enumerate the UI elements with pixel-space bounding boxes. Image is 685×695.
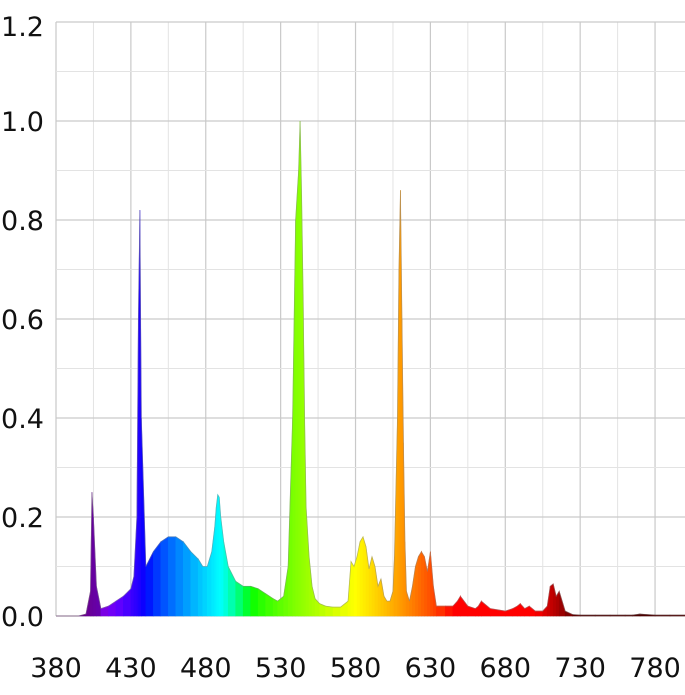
y-tick-label: 0.6 xyxy=(1,305,44,336)
spectrum-segment xyxy=(362,536,367,617)
spectrum-segment xyxy=(272,598,278,617)
spectrum-segment xyxy=(197,558,204,617)
spectrum-segment xyxy=(325,605,334,617)
x-tick-label: 380 xyxy=(30,653,82,684)
x-tick-label: 580 xyxy=(330,653,382,684)
spectrum-segment xyxy=(175,536,184,617)
y-axis-tick-labels: 0.0 0.2 0.4 0.6 0.8 1.0 1.2 xyxy=(1,12,44,633)
x-tick-label: 630 xyxy=(405,653,457,684)
spectrum-segment xyxy=(350,560,355,617)
spectrum-segment xyxy=(332,606,341,617)
spectrum-segment xyxy=(235,580,244,617)
spectrum-segment xyxy=(445,605,454,617)
y-tick-label: 1.2 xyxy=(1,12,44,43)
y-tick-label: 0.8 xyxy=(1,206,44,237)
spectrum-segment xyxy=(183,540,192,617)
x-axis-tick-labels: 380 430 480 530 580 630 680 730 780 xyxy=(30,653,681,684)
spectrum-segment xyxy=(168,536,177,617)
spectrum-segment xyxy=(436,605,446,617)
spectrum-segment xyxy=(534,610,544,617)
y-tick-label: 0.0 xyxy=(1,602,44,633)
spectrum-segment xyxy=(202,566,208,617)
x-tick-label: 480 xyxy=(180,653,232,684)
spectrum-segment xyxy=(190,550,199,617)
x-tick-label: 530 xyxy=(255,653,307,684)
x-tick-label: 780 xyxy=(629,653,681,684)
spectrum-segment xyxy=(386,600,391,617)
spectrum-segment xyxy=(242,585,251,617)
spectrum-segment xyxy=(549,583,554,617)
y-tick-label: 0.2 xyxy=(1,503,44,534)
y-tick-label: 1.0 xyxy=(1,107,44,138)
y-tick-label: 0.4 xyxy=(1,404,44,435)
spectrum-segment xyxy=(421,550,425,617)
x-tick-label: 430 xyxy=(105,653,157,684)
spectrum-area xyxy=(56,120,685,617)
spectrum-segment xyxy=(250,585,259,617)
grid xyxy=(55,21,685,617)
spectrum-segment xyxy=(295,170,299,617)
spectrum-segment xyxy=(418,550,422,617)
spectrum-segment xyxy=(160,536,169,617)
spectrum-segment xyxy=(359,535,364,617)
spectrum-outline xyxy=(56,120,685,617)
x-tick-label: 730 xyxy=(554,653,606,684)
x-tick-label: 680 xyxy=(480,653,532,684)
spectrum-segment xyxy=(153,540,162,617)
